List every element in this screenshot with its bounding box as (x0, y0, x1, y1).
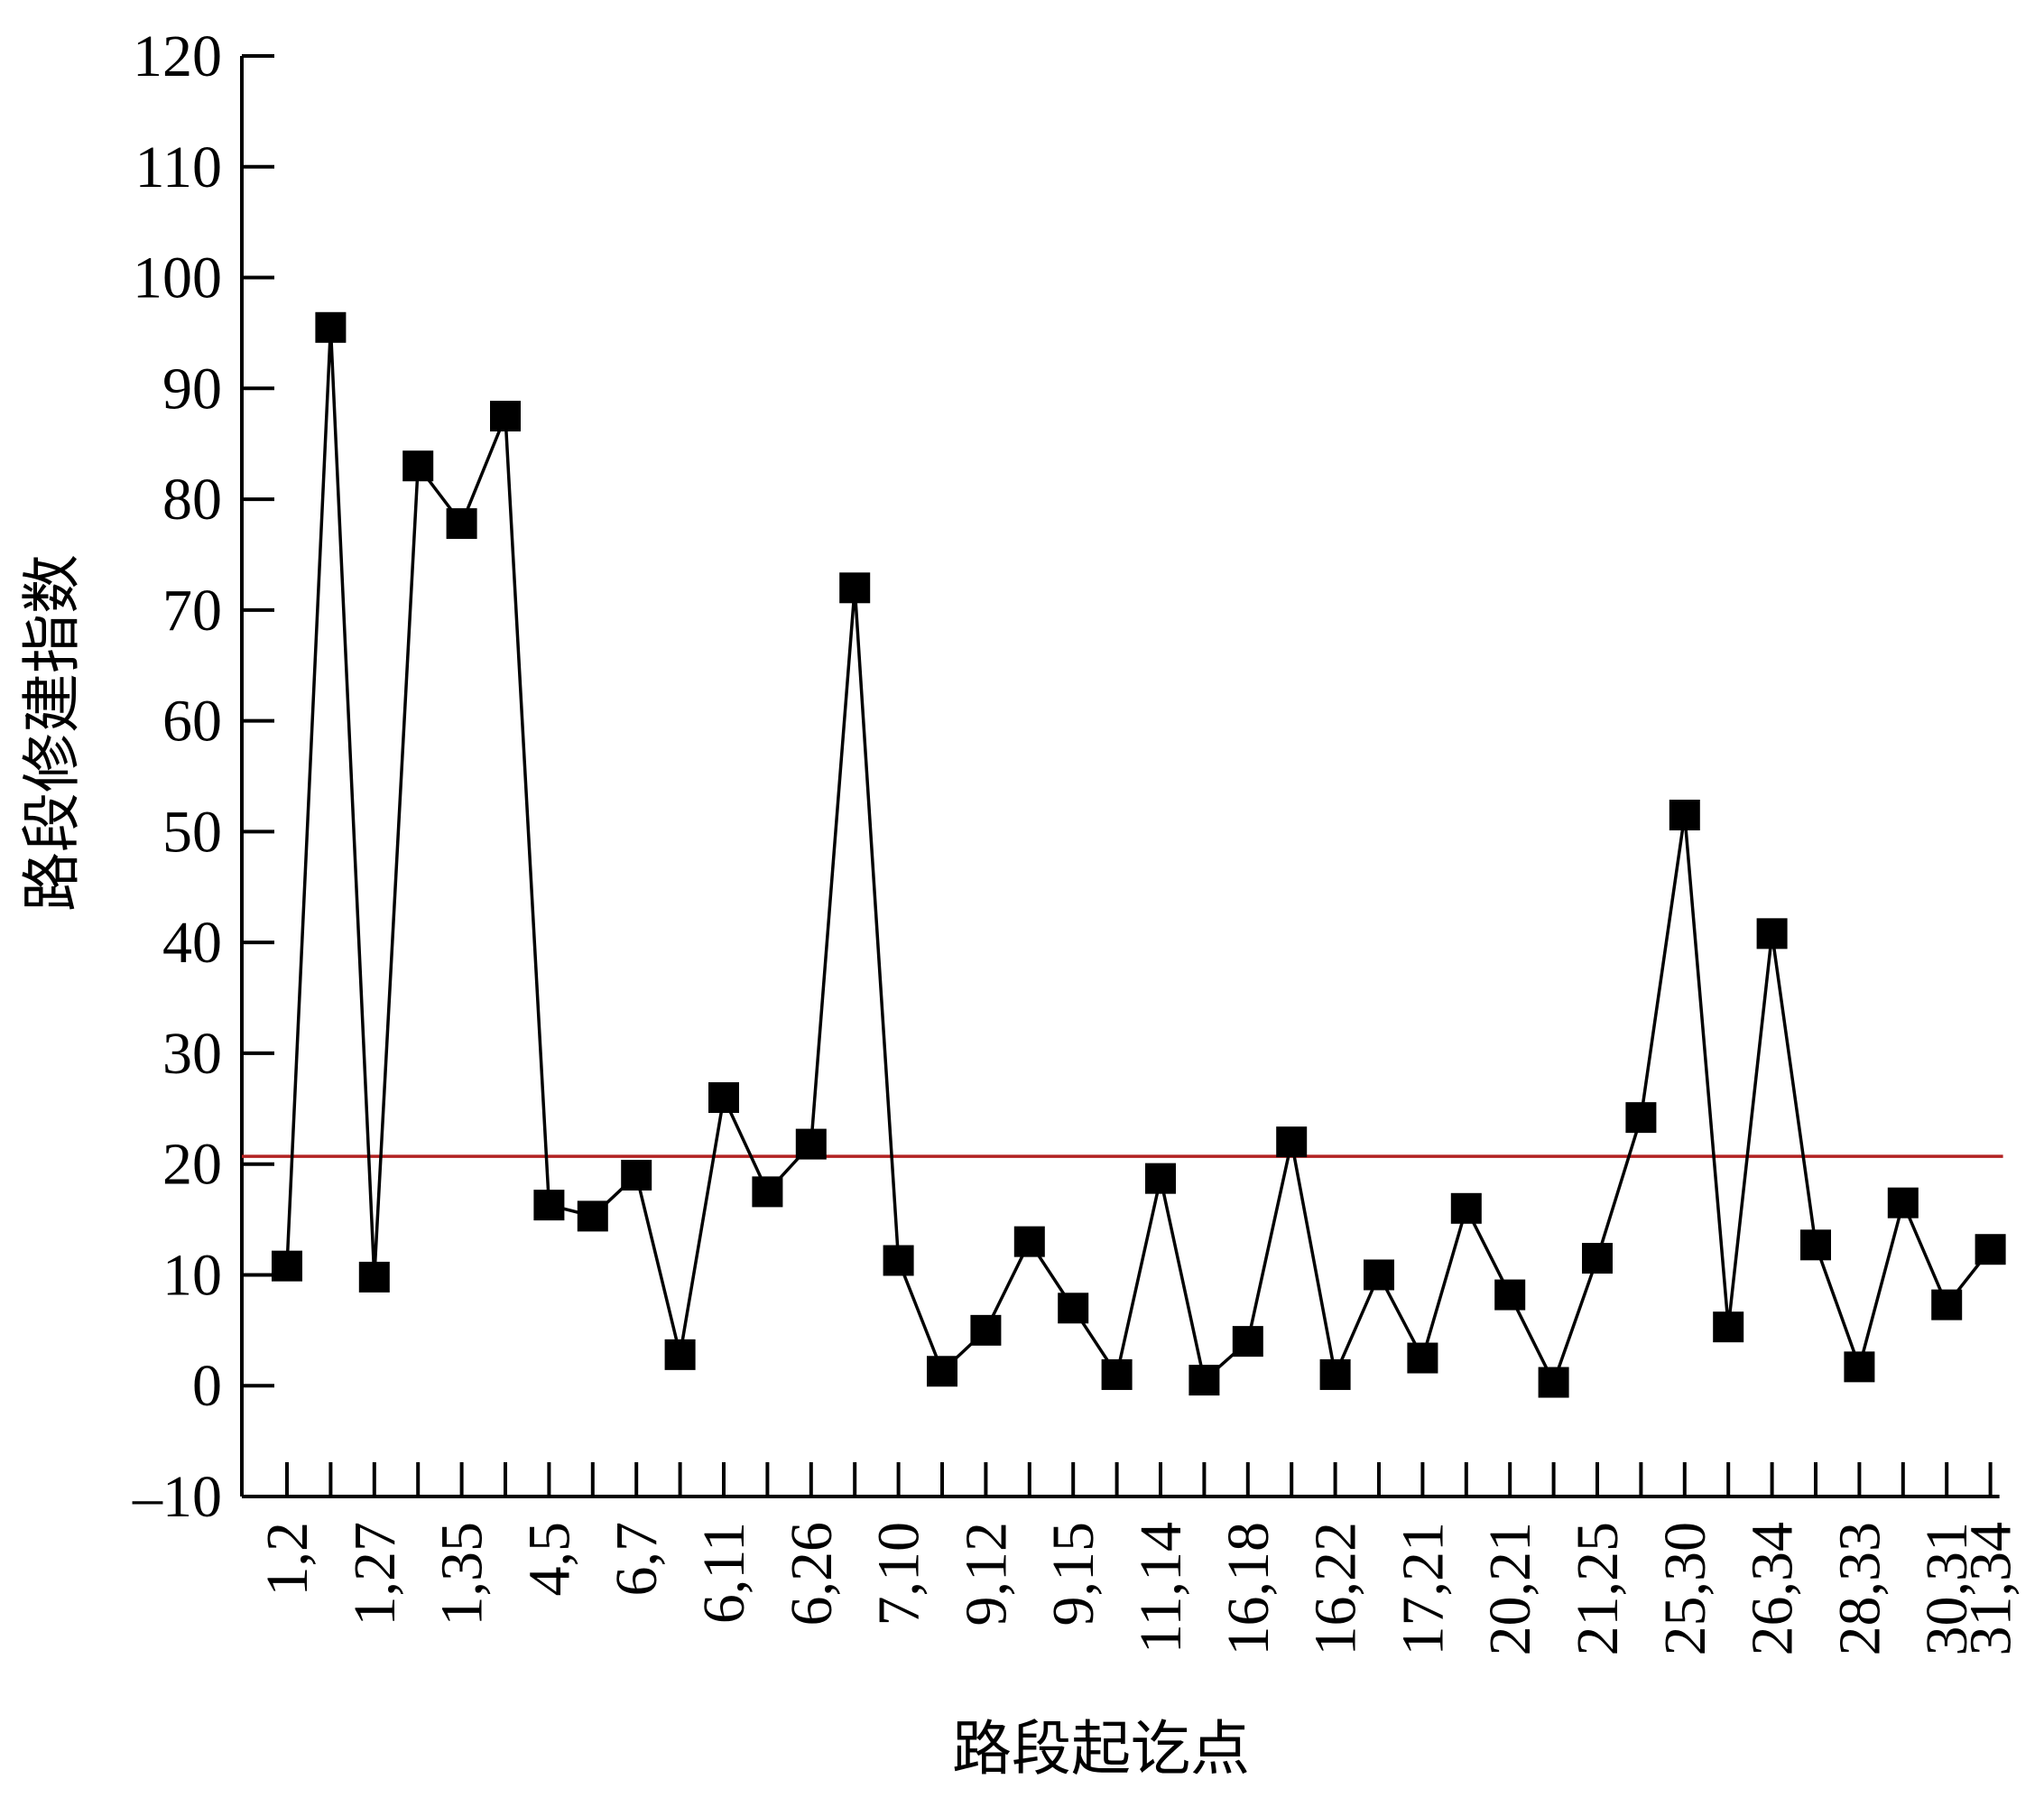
data-point (1450, 1192, 1482, 1224)
data-point (272, 1250, 302, 1282)
y-tick-label: 80 (162, 467, 222, 533)
y-tick-label: –10 (132, 1464, 222, 1530)
data-point (1407, 1342, 1438, 1374)
x-tick-label: 9,12 (953, 1522, 1019, 1626)
x-axis-tick-labels: 1,2 1,27 1,35 4,5 6,7 6,11 6,26 7,10 9,12 9,15 11,… (254, 1522, 2024, 1656)
y-tick-label: 30 (162, 1021, 222, 1087)
y-tick-label: 60 (162, 689, 222, 755)
x-tick-label: 4,5 (516, 1522, 582, 1597)
data-point (1582, 1243, 1613, 1274)
x-tick-label: 9,15 (1040, 1522, 1106, 1626)
y-axis-tick-labels: –10 0 10 20 30 40 50 60 70 80 90 100 110 120 (132, 23, 222, 1530)
series-line (285, 327, 1992, 1387)
x-tick-label: 6,7 (604, 1522, 670, 1597)
y-tick-label: 100 (133, 246, 222, 311)
data-point (315, 311, 347, 343)
x-tick-label: 25,30 (1652, 1522, 1718, 1656)
y-tick-label: 70 (162, 578, 222, 644)
x-tick-label: 30,31 (1914, 1522, 1980, 1656)
x-tick-label: 21,25 (1565, 1522, 1631, 1656)
series-markers (272, 311, 2006, 1398)
x-tick-label: 7,10 (866, 1522, 932, 1626)
x-tick-label: 11,14 (1128, 1522, 1194, 1654)
data-point (533, 1190, 565, 1221)
data-point (1494, 1279, 1526, 1311)
x-tick-label: 26,34 (1740, 1522, 1806, 1656)
x-axis-ticks (285, 1462, 1993, 1497)
data-point (1276, 1126, 1308, 1158)
data-point (1319, 1358, 1351, 1390)
y-tick-label: 120 (133, 23, 222, 89)
y-tick-label: 110 (134, 134, 222, 200)
data-point (1756, 918, 1788, 950)
data-point (664, 1339, 696, 1370)
data-point (1887, 1187, 1919, 1219)
y-axis-title: 路段修建指数 (17, 554, 87, 912)
x-axis-title: 路段起讫点 (952, 1714, 1250, 1784)
data-point (1931, 1289, 1963, 1320)
x-tick-label: 31,34 (1958, 1522, 2024, 1656)
x-tick-label: 17,21 (1390, 1522, 1456, 1656)
data-point (1713, 1311, 1744, 1343)
data-point (752, 1176, 783, 1208)
data-point (1364, 1259, 1394, 1291)
data-point (358, 1261, 390, 1293)
data-point (839, 572, 871, 604)
x-tick-label: 1,27 (342, 1522, 408, 1626)
x-tick-label: 16,18 (1216, 1522, 1281, 1656)
data-point (621, 1159, 652, 1191)
data-point (1058, 1293, 1089, 1324)
data-point (1145, 1163, 1176, 1194)
y-tick-label: 10 (162, 1242, 222, 1308)
x-tick-label: 20,21 (1477, 1522, 1543, 1656)
data-point (490, 401, 521, 431)
data-point (708, 1082, 739, 1114)
data-point (1844, 1351, 1875, 1383)
x-tick-label: 28,33 (1827, 1522, 1892, 1656)
y-tick-label: 90 (162, 356, 222, 422)
data-point (883, 1245, 914, 1276)
y-tick-label: 20 (162, 1132, 222, 1198)
data-point (1800, 1229, 1831, 1261)
y-tick-label: 50 (162, 799, 222, 865)
x-tick-label: 1,35 (430, 1522, 495, 1626)
y-axis-ticks (242, 54, 274, 1498)
y-tick-label: 0 (192, 1353, 222, 1419)
data-point (1013, 1226, 1045, 1257)
data-point (927, 1356, 957, 1387)
data-point (795, 1128, 827, 1160)
data-point (1188, 1365, 1220, 1396)
data-point (1625, 1102, 1657, 1134)
data-point (402, 450, 434, 482)
data-point (1101, 1358, 1133, 1390)
x-tick-label: 6,26 (779, 1522, 845, 1626)
x-tick-label: 6,11 (691, 1522, 757, 1624)
x-tick-label: 16,22 (1303, 1522, 1369, 1656)
data-point (577, 1200, 608, 1232)
data-point (970, 1314, 1002, 1346)
data-point (1975, 1234, 2006, 1265)
y-tick-label: 40 (162, 910, 222, 976)
x-tick-label: 1,2 (254, 1522, 320, 1597)
data-point (446, 508, 477, 540)
data-point (1669, 799, 1700, 830)
data-point (1232, 1326, 1263, 1358)
data-point (1538, 1367, 1569, 1398)
